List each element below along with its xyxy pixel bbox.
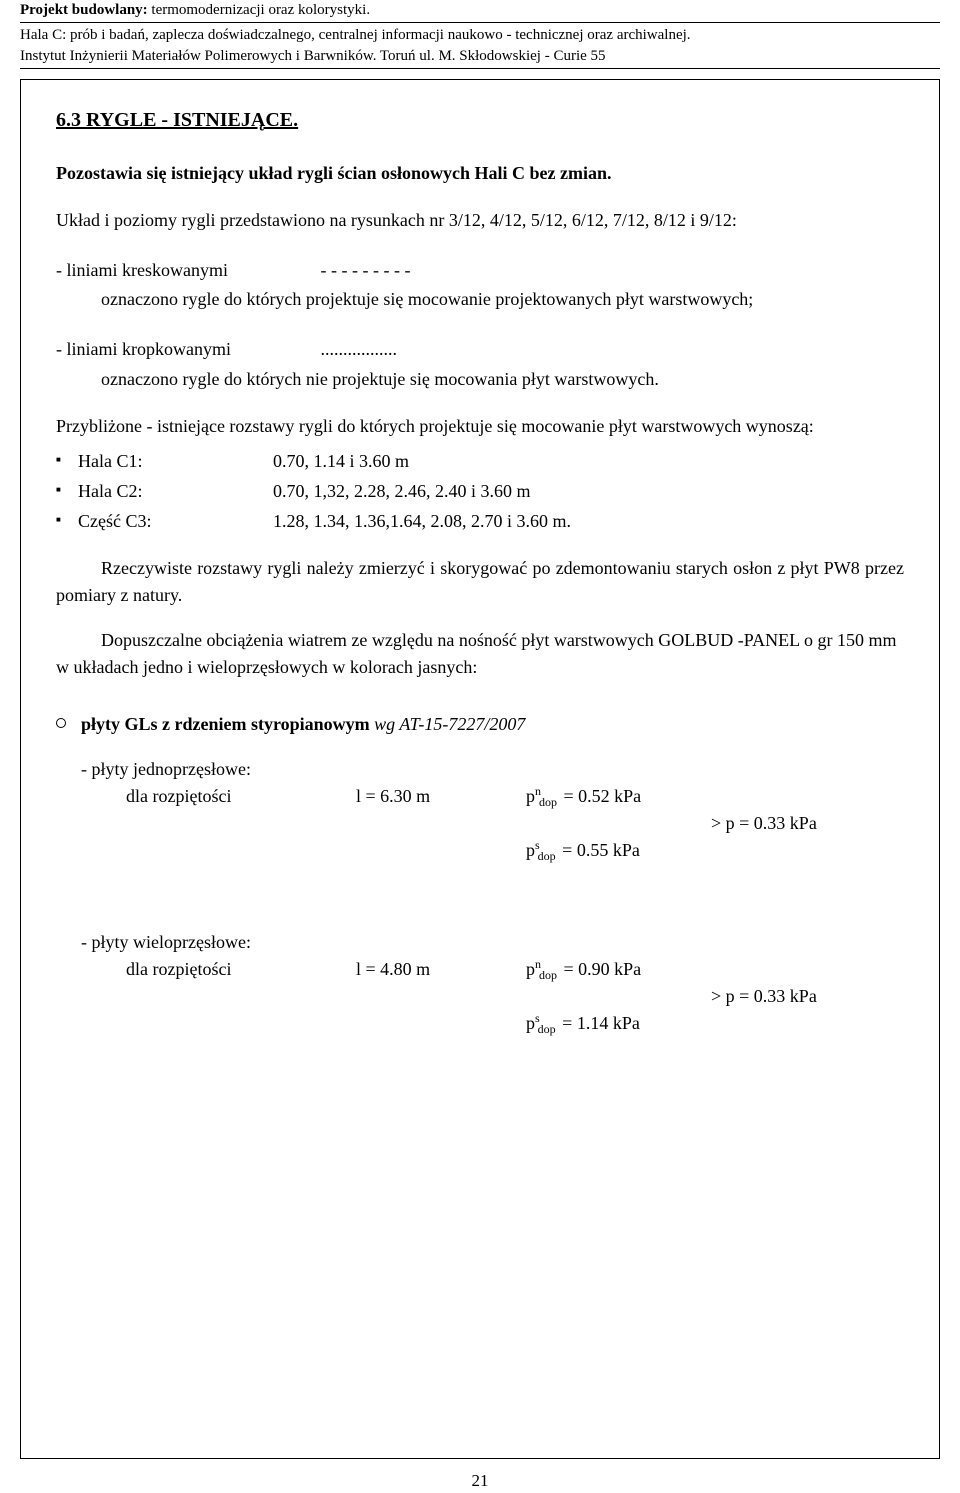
block2-heading: - płyty wieloprzęsłowe: <box>81 929 904 956</box>
calc-row: dla rozpiętości l = 6.30 m pndop = 0.52 … <box>81 783 904 810</box>
section-title: 6.3 RYGLE - ISTNIEJĄCE. <box>56 105 904 135</box>
condition: > p = 0.33 kPa <box>711 983 817 1010</box>
page-number: 21 <box>0 1459 960 1491</box>
span-value: l = 6.30 m <box>356 783 526 810</box>
calc-row: dla rozpiętości l = 4.80 m pndop = 0.90 … <box>81 956 904 983</box>
empty <box>356 1010 526 1037</box>
condition: > p = 0.33 kPa <box>711 810 817 837</box>
legend-item-2: - liniami kropkowanymi .................… <box>56 333 904 392</box>
hall-row: Hala C1: 0.70, 1.14 i 3.60 m <box>56 448 904 477</box>
header-text-1: termomodernizacji oraz kolorystyki. <box>151 2 370 18</box>
calc-row: > p = 0.33 kPa <box>81 983 904 1010</box>
header-rule-1 <box>20 22 940 23</box>
empty <box>356 810 526 837</box>
span-label: dla rozpiętości <box>126 783 356 810</box>
plate-title-bold: płyty GLs z rdzeniem styropianowym <box>81 714 370 734</box>
empty <box>526 983 711 1010</box>
hall-label: Hala C2: <box>78 478 273 507</box>
header-line-1: Projekt budowlany: termomodernizacji ora… <box>20 0 940 20</box>
span-label: dla rozpiętości <box>126 956 356 983</box>
bullet-icon <box>56 478 78 507</box>
legend-1-row: - liniami kreskowanymi - - - - - - - - - <box>56 254 904 286</box>
header-line-2: Hala C: prób i badań, zaplecza doświadcz… <box>20 25 940 45</box>
hall-value: 1.28, 1.34, 1.36,1.64, 2.08, 2.70 i 3.60… <box>273 508 904 537</box>
block1-heading: - płyty jednoprzęsłowe: <box>81 756 904 783</box>
empty <box>526 810 711 837</box>
span-value: l = 4.80 m <box>356 956 526 983</box>
paragraph-4: Dopuszczalne obciążenia wiatrem ze wzglę… <box>56 627 904 681</box>
circle-bullet-icon <box>56 718 66 728</box>
legend-2-desc: oznaczono rygle do których nie projektuj… <box>101 366 904 393</box>
pn-value: pndop = 0.90 kPa <box>526 956 711 983</box>
legend-2-label: - liniami kropkowanymi <box>56 333 316 365</box>
pn-value: pndop = 0.52 kPa <box>526 783 711 810</box>
document-header: Projekt budowlany: termomodernizacji ora… <box>0 0 960 69</box>
empty <box>126 810 356 837</box>
hall-value: 0.70, 1,32, 2.28, 2.46, 2.40 i 3.60 m <box>273 478 904 507</box>
empty <box>126 837 356 864</box>
calc-block-1: - płyty jednoprzęsłowe: dla rozpiętości … <box>81 756 904 864</box>
plate-title-italic: wg AT-15-7227/2007 <box>370 714 526 734</box>
legend-1-desc: oznaczono rygle do których projektuje si… <box>101 286 904 313</box>
empty <box>356 837 526 864</box>
plate-heading: płyty GLs z rdzeniem styropianowym wg AT… <box>56 711 904 738</box>
legend-item-1: - liniami kreskowanymi - - - - - - - - -… <box>56 254 904 313</box>
plate-heading-text: płyty GLs z rdzeniem styropianowym wg AT… <box>81 711 525 738</box>
hall-value: 0.70, 1.14 i 3.60 m <box>273 448 904 477</box>
hall-label: Hala C1: <box>78 448 273 477</box>
intro-paragraph: Pozostawia się istniejący układ rygli śc… <box>56 160 904 187</box>
hall-row: Część C3: 1.28, 1.34, 1.36,1.64, 2.08, 2… <box>56 508 904 537</box>
ps-value: psdop = 0.55 kPa <box>526 837 711 864</box>
page-content: 6.3 RYGLE - ISTNIEJĄCE. Pozostawia się i… <box>20 79 940 1459</box>
calc-row: > p = 0.33 kPa <box>81 810 904 837</box>
ps-value: psdop = 1.14 kPa <box>526 1010 711 1037</box>
paragraph-1: Układ i poziomy rygli przedstawiono na r… <box>56 207 904 234</box>
paragraph-3: Rzeczywiste rozstawy rygli należy zmierz… <box>56 555 904 609</box>
legend-1-label: - liniami kreskowanymi <box>56 254 316 286</box>
empty <box>356 983 526 1010</box>
hall-label: Część C3: <box>78 508 273 537</box>
paragraph-2: Przybliżone - istniejące rozstawy rygli … <box>56 413 904 440</box>
hall-row: Hala C2: 0.70, 1,32, 2.28, 2.46, 2.40 i … <box>56 478 904 507</box>
empty <box>126 983 356 1010</box>
header-line-3: Instytut Inżynierii Materiałów Polimerow… <box>20 46 940 66</box>
empty <box>126 1010 356 1037</box>
header-rule-2 <box>20 68 940 69</box>
legend-2-symbol: ................. <box>321 339 398 359</box>
calc-row: psdop = 0.55 kPa <box>81 837 904 864</box>
legend-2-row: - liniami kropkowanymi ................. <box>56 333 904 365</box>
calc-block-2: - płyty wieloprzęsłowe: dla rozpiętości … <box>81 929 904 1037</box>
calc-row: psdop = 1.14 kPa <box>81 1010 904 1037</box>
bullet-icon <box>56 448 78 477</box>
header-label: Projekt budowlany: <box>20 2 148 18</box>
legend-1-symbol: - - - - - - - - - <box>321 260 411 280</box>
bullet-icon <box>56 508 78 537</box>
